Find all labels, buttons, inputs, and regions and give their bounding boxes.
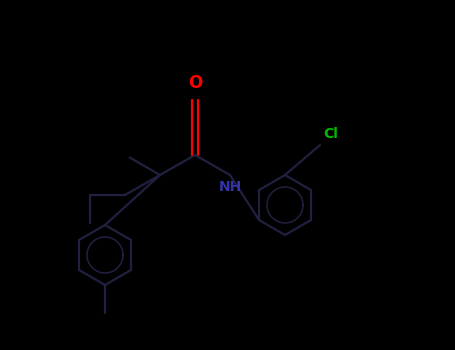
Text: Cl: Cl [323, 127, 338, 141]
Text: O: O [188, 74, 202, 92]
Text: NH: NH [218, 180, 242, 194]
